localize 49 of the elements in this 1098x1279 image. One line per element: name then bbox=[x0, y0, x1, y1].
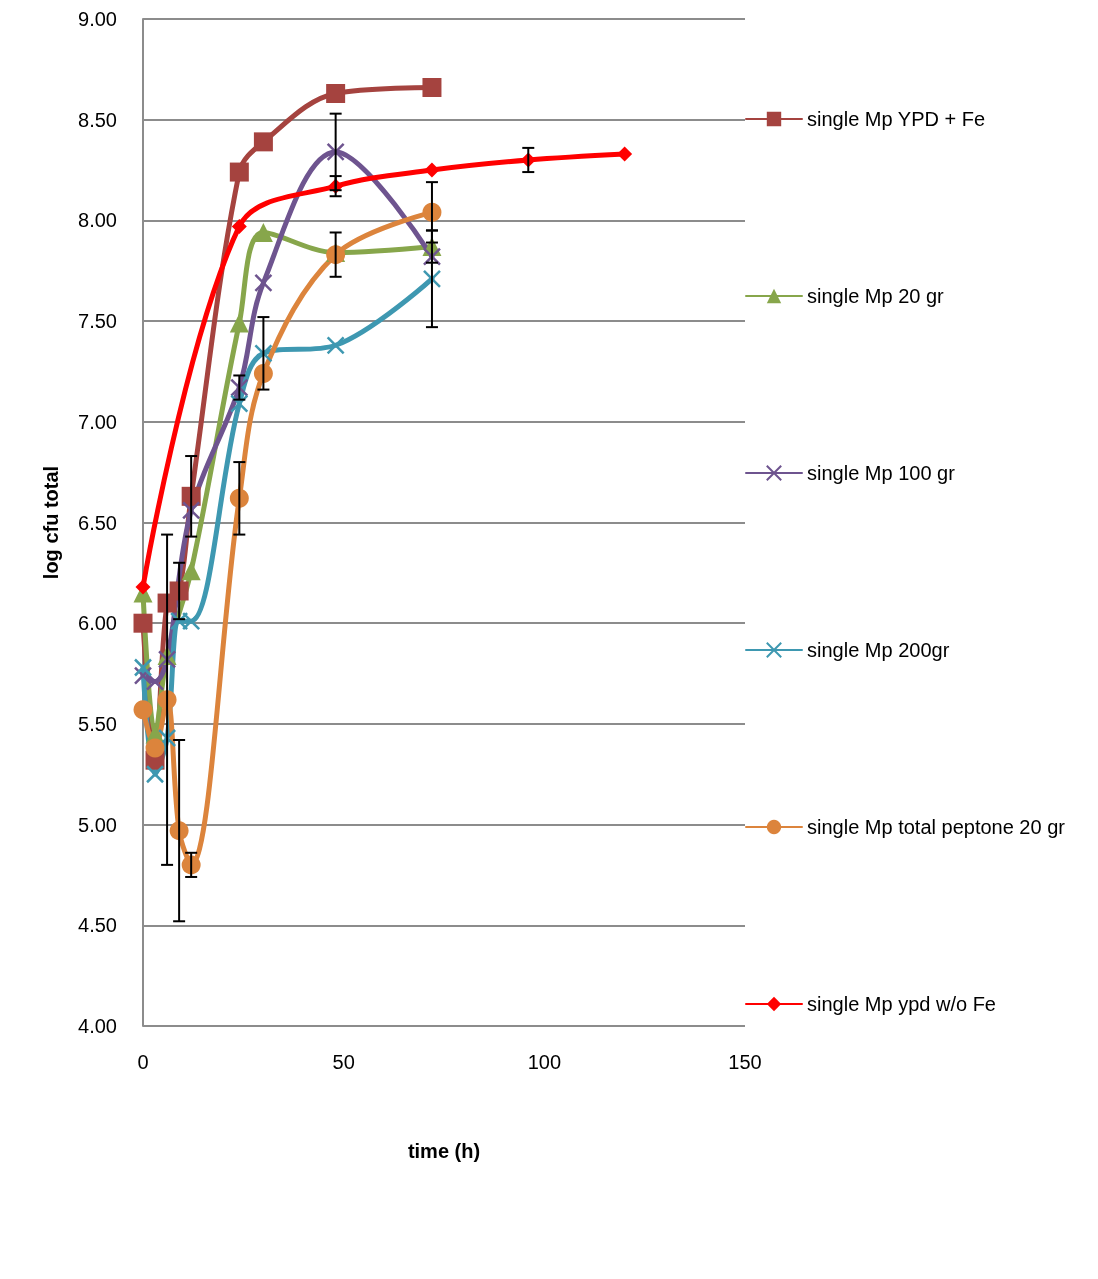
point bbox=[181, 501, 201, 520]
x-tick-label: 0 bbox=[137, 1051, 149, 1073]
point bbox=[254, 273, 273, 293]
y-tick-label: 5.50 bbox=[78, 712, 117, 735]
point bbox=[133, 700, 153, 720]
point bbox=[181, 561, 201, 581]
y-tick-label: 7.50 bbox=[78, 310, 117, 333]
point bbox=[229, 162, 249, 182]
point bbox=[617, 146, 633, 162]
point bbox=[133, 658, 153, 677]
point bbox=[231, 218, 247, 234]
point bbox=[422, 269, 442, 289]
point bbox=[157, 650, 177, 669]
point bbox=[145, 765, 165, 784]
point bbox=[135, 579, 151, 595]
y-tick-label: 8.00 bbox=[78, 209, 117, 232]
y-tick-label: 9.00 bbox=[78, 8, 117, 30]
legend-label: single Mp 20 gr bbox=[807, 285, 945, 307]
y-tick-label: 6.50 bbox=[78, 511, 117, 534]
legend-label: single Mp 200gr bbox=[807, 639, 950, 661]
point bbox=[229, 313, 249, 333]
legend-label: single Mp ypd w/o Fe bbox=[807, 993, 996, 1015]
point bbox=[422, 77, 442, 97]
y-tick-label: 5.00 bbox=[78, 813, 117, 836]
point bbox=[326, 336, 345, 355]
x-tick-label: 150 bbox=[728, 1051, 762, 1073]
y-tick-label: 8.50 bbox=[78, 108, 117, 131]
point bbox=[253, 132, 273, 152]
y-tick-label: 4.50 bbox=[78, 914, 117, 937]
point bbox=[326, 84, 346, 104]
point bbox=[157, 728, 177, 748]
legend-label: single Mp 100 gr bbox=[807, 462, 956, 484]
point bbox=[181, 611, 201, 631]
y-tick-label: 7.00 bbox=[78, 410, 117, 433]
point bbox=[230, 394, 249, 413]
point bbox=[145, 672, 165, 691]
point bbox=[133, 613, 153, 633]
y-tick-label: 6.00 bbox=[78, 612, 117, 635]
y-axis-title: log cfu total bbox=[40, 465, 62, 580]
point bbox=[145, 738, 165, 758]
point bbox=[422, 247, 442, 266]
point bbox=[253, 222, 273, 242]
y-tick-label: 4.00 bbox=[78, 1015, 117, 1037]
x-tick-label: 100 bbox=[527, 1051, 562, 1073]
legend-label: single Mp YPD + Fe bbox=[807, 108, 986, 130]
point bbox=[424, 162, 440, 178]
x-tick-label: 50 bbox=[332, 1051, 355, 1073]
legend-label: single Mp total peptone 20 gr bbox=[807, 816, 1066, 838]
x-axis-title: time (h) bbox=[407, 1140, 481, 1162]
